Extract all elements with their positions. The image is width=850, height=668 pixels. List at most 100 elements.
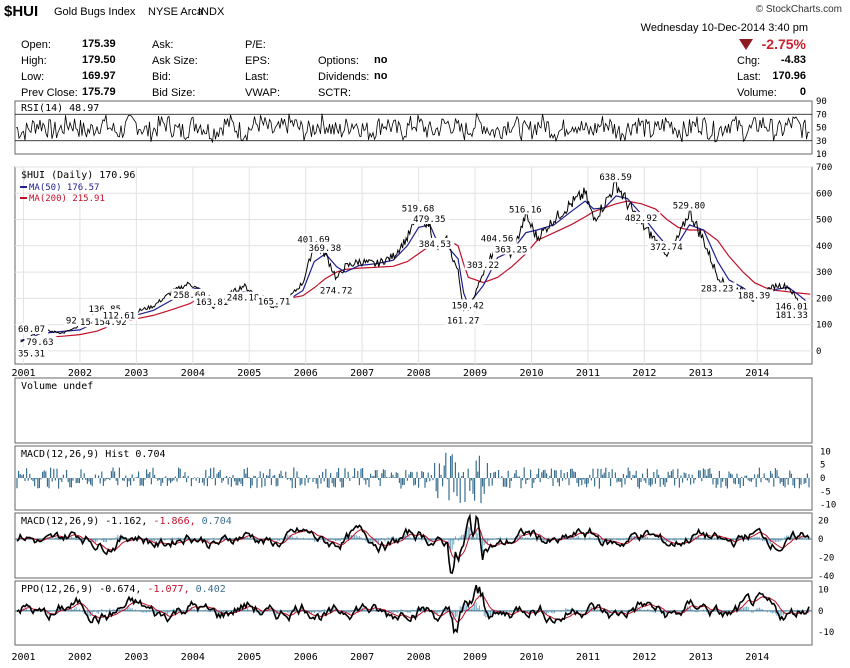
price-annotation: 181.33 [775, 311, 808, 321]
x-tick-year-bottom: 2008 [407, 652, 431, 663]
rsi-line [15, 112, 810, 144]
volume-value: 0 [799, 86, 806, 98]
bid-size-label: Bid Size: [152, 87, 196, 99]
x-tick-year: 2006 [294, 368, 318, 379]
x-tick-year-bottom: 2012 [632, 652, 656, 663]
x-tick-year-bottom: 2010 [519, 652, 543, 663]
hist-tick: 5 [820, 461, 825, 471]
price-tick: 400 [816, 242, 832, 252]
last-value: 170.96 [772, 70, 806, 82]
price-annotation: 154.92 [94, 318, 127, 328]
osc-tick: -40 [818, 572, 834, 582]
security-type: INDX [198, 6, 225, 18]
price-tick: 100 [816, 321, 832, 331]
volume-panel: Volume undef [14, 377, 813, 444]
price-annotation: 372.74 [650, 243, 683, 253]
price-tick: 700 [816, 163, 832, 173]
macd-hist-label: MACD(12,26,9) Hist 0.704 [21, 449, 166, 460]
price-annotation: 519.68 [402, 204, 435, 214]
price-annotation: 258.60 [173, 291, 206, 301]
price-annotation: 482.92 [625, 214, 658, 224]
x-tick-year: 2008 [407, 368, 431, 379]
x-tick-year: 2013 [689, 368, 713, 379]
volume-label-text: Volume undef [21, 381, 93, 392]
ppo-main-label: PPO(12,26,9) -0.674, [21, 584, 141, 595]
open-label: Open: [21, 39, 51, 51]
osc-tick: -20 [818, 554, 834, 564]
macd-signal-label: -1.866, [153, 516, 195, 527]
price-annotation: 638.59 [599, 173, 632, 183]
rsi-frame [14, 100, 813, 155]
price-annotation-bg [492, 243, 531, 255]
price-annotation-bg [16, 347, 48, 359]
datetime: Wednesday 10-Dec-2014 3:40 pm [640, 22, 808, 34]
price-tick: 500 [816, 216, 832, 226]
ma50-line [20, 195, 811, 341]
watermark: © StockCharts.com [755, 4, 842, 15]
price-annotation-bg [773, 309, 811, 321]
macd-signal-line [16, 527, 810, 559]
rsi-tick: 70 [816, 110, 827, 120]
price-annotation-bg [444, 314, 483, 326]
price-annotation-bg [24, 335, 57, 347]
x-tick-year-bottom: 2014 [745, 652, 769, 663]
x-tick-year-bottom: 2006 [294, 652, 318, 663]
ppo-hist-value-label: 0.402 [196, 584, 226, 595]
options-label: Options: [318, 55, 359, 67]
x-tick-year: 2014 [745, 368, 769, 379]
price-annotation-bg [507, 203, 545, 215]
index-name: Gold Bugs Index [54, 6, 136, 18]
price-annotation-bg [735, 289, 774, 301]
price-annotation: 479.35 [413, 215, 446, 225]
price-annotation-bg [648, 240, 686, 252]
price-annotation-bg [597, 171, 635, 183]
ppo-line [16, 584, 810, 635]
price-annotation: 163.81 [196, 298, 229, 308]
high-value: 179.50 [82, 54, 116, 66]
price-annotation: 161.27 [447, 317, 480, 327]
price-annotation-bg [416, 237, 455, 249]
price-title: $HUI (Daily) 170.96 [21, 170, 135, 181]
x-tick-year: 2005 [237, 368, 261, 379]
x-tick-year-bottom: 2001 [11, 652, 35, 663]
dividends-value: no [374, 70, 388, 82]
price-annotation-bg [317, 284, 356, 296]
ask-label: Ask: [152, 39, 174, 51]
price-annotation-bg [478, 232, 517, 244]
price-annotation-bg [295, 233, 333, 245]
ppo-signal-line [16, 594, 810, 623]
x-tick-year: 2001 [11, 368, 35, 379]
price-annotation: 363.25 [495, 245, 528, 255]
price-annotation: 384.53 [419, 240, 452, 250]
price-tick: 0 [816, 347, 821, 357]
dividends-label: Dividends: [318, 71, 370, 83]
x-tick-year-bottom: 2003 [124, 652, 148, 663]
x-tick-year-bottom: 2009 [463, 652, 487, 663]
rsi-tick: 10 [816, 150, 827, 160]
bid-label: Bid: [152, 71, 171, 83]
rsi-tick: 90 [816, 97, 827, 107]
price-annotation-bg [224, 291, 263, 303]
price-tick: 300 [816, 268, 832, 278]
exchange: NYSE Arca [148, 6, 204, 18]
eps-label: EPS: [245, 55, 271, 67]
price-annotation: 529.80 [673, 202, 706, 212]
hist-tick: 0 [820, 474, 825, 484]
x-tick-year: 2009 [463, 368, 487, 379]
x-tick-year: 2003 [124, 368, 148, 379]
price-tick: 600 [816, 189, 832, 199]
price-annotation: 150.42 [451, 301, 484, 311]
price-annotation-bg [86, 303, 125, 315]
price-annotation: 188.39 [738, 291, 771, 301]
rsi-label: RSI(14) 48.97 [21, 103, 99, 114]
price-tick: 200 [816, 294, 832, 304]
symbol: $HUI [4, 3, 39, 20]
chg-label: Chg: [737, 55, 761, 67]
price-annotation-bg [773, 300, 811, 312]
price-annotation-bg [100, 309, 139, 321]
low-label: Low: [21, 71, 45, 83]
x-tick-year-bottom: 2002 [68, 652, 92, 663]
prev-close-label: Prev Close: [21, 87, 78, 99]
open-value: 175.39 [82, 38, 116, 50]
